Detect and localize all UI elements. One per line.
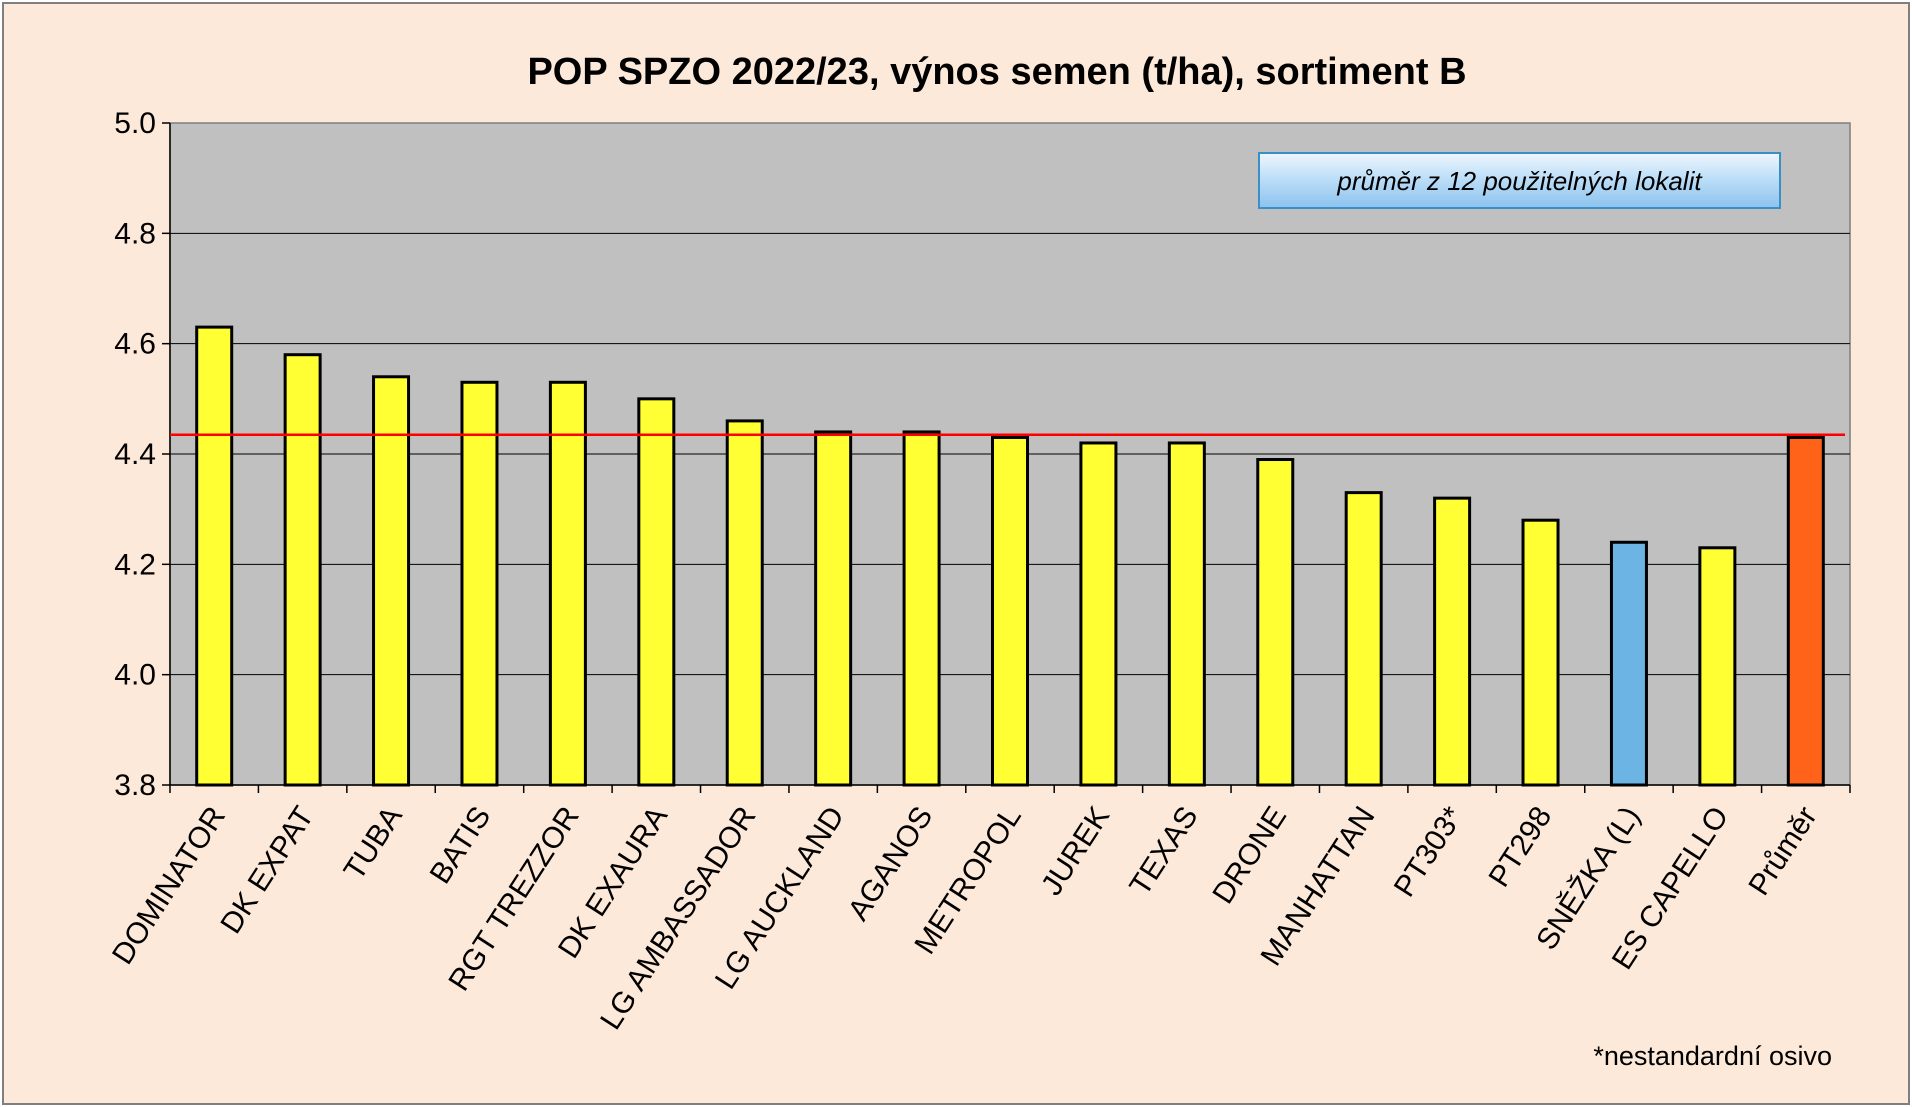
bar [1433, 496, 1472, 787]
y-tick-label: 5.0 [114, 107, 156, 140]
bar [1167, 441, 1206, 787]
x-tick-label: AGANOS [842, 801, 940, 927]
x-tick-label: TEXAS [1123, 801, 1204, 901]
bar [1698, 546, 1737, 787]
bar [1786, 435, 1825, 787]
y-tick-label: 3.8 [114, 769, 156, 802]
x-tick-label: PT298 [1483, 801, 1559, 893]
y-tick-label: 4.6 [114, 328, 156, 361]
x-tick-label: Průměr [1742, 801, 1823, 901]
bar [1256, 458, 1295, 787]
x-tick-label: LG AMBASSADOR [594, 801, 762, 1036]
bar [1521, 518, 1560, 787]
x-tick-label: TUBA [338, 801, 409, 886]
chart-title: POP SPZO 2022/23, výnos semen (t/ha), so… [527, 51, 1466, 93]
bar [1609, 540, 1648, 787]
bar [814, 430, 853, 787]
x-tick-label: PT303* [1388, 801, 1470, 903]
y-tick-label: 4.8 [114, 217, 156, 250]
footnote: *nestandardní osivo [1593, 1041, 1832, 1071]
bars [195, 325, 1825, 787]
annotation-text: průměr z 12 použitelných lokalit [1336, 166, 1703, 196]
bar [548, 380, 587, 787]
x-tick-label: DK EXPAT [214, 801, 320, 940]
x-tick-label: JUREK [1035, 801, 1116, 901]
annotation-box: průměr z 12 použitelných lokalit [1258, 152, 1781, 209]
y-tick-label: 4.2 [114, 548, 156, 581]
bar [372, 375, 411, 787]
bar [1344, 491, 1383, 787]
bar [195, 325, 234, 787]
x-tick-label: DOMINATOR [106, 801, 232, 970]
bar [637, 397, 676, 787]
bar [460, 380, 499, 787]
y-tick-label: 4.4 [114, 438, 156, 471]
bar [283, 353, 322, 787]
x-tick-label: DRONE [1206, 801, 1293, 910]
x-tick-label: BATIS [424, 801, 498, 890]
y-tick-label: 4.0 [114, 659, 156, 692]
y-axis-ticks: 3.8 4.0 4.2 4.4 4.6 4.8 5.0 [114, 107, 171, 802]
bar [902, 430, 941, 787]
bar [1079, 441, 1118, 787]
bar [991, 435, 1029, 787]
bar [725, 419, 764, 787]
